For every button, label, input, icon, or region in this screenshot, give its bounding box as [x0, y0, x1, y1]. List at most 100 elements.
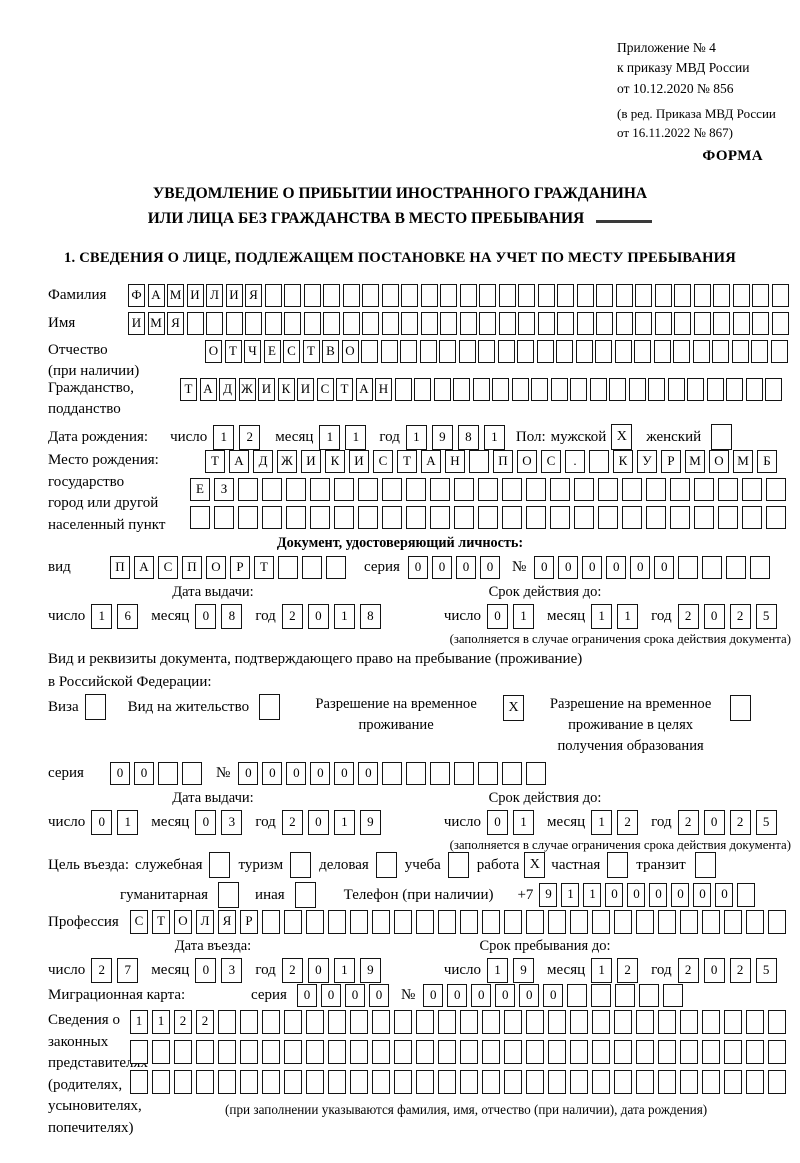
char-cell[interactable]: 0 — [703, 958, 725, 983]
char-cell[interactable] — [482, 1040, 500, 1064]
char-cell[interactable] — [482, 910, 500, 934]
char-cell[interactable] — [557, 284, 574, 307]
char-cell[interactable]: О — [341, 340, 359, 363]
char-cell[interactable] — [548, 1040, 566, 1064]
char-cell[interactable] — [592, 1040, 610, 1064]
char-cell[interactable]: П — [110, 556, 130, 579]
char-cell[interactable] — [460, 910, 478, 934]
char-cell[interactable] — [718, 478, 738, 501]
char-cell[interactable]: С — [541, 450, 561, 473]
char-cell[interactable] — [752, 312, 769, 335]
char-cell[interactable] — [658, 1040, 676, 1064]
purpose-work-checkbox[interactable]: X — [524, 852, 546, 878]
char-cell[interactable] — [286, 506, 306, 529]
char-cell[interactable] — [218, 1040, 236, 1064]
char-cell[interactable]: 0 — [310, 762, 331, 785]
char-cell[interactable]: Е — [263, 340, 281, 363]
char-cell[interactable]: М — [167, 284, 184, 307]
char-cell[interactable]: Р — [661, 450, 681, 473]
char-cell[interactable] — [323, 312, 340, 335]
char-cell[interactable]: 1 — [513, 810, 535, 835]
char-cell[interactable] — [394, 1070, 412, 1094]
char-cell[interactable]: 1 — [591, 958, 613, 983]
char-cell[interactable]: 0 — [195, 604, 217, 629]
char-cell[interactable]: 0 — [134, 762, 154, 785]
char-cell[interactable]: 0 — [703, 810, 725, 835]
char-cell[interactable]: 2 — [729, 604, 751, 629]
char-cell[interactable]: 0 — [487, 604, 509, 629]
char-cell[interactable]: 1 — [130, 1010, 148, 1034]
char-cell[interactable]: 1 — [333, 604, 355, 629]
char-cell[interactable] — [502, 506, 522, 529]
char-cell[interactable]: А — [147, 284, 165, 307]
char-cell[interactable] — [419, 340, 437, 363]
char-cell[interactable] — [416, 1070, 434, 1094]
char-cell[interactable] — [328, 1040, 346, 1064]
char-cell[interactable] — [670, 478, 690, 501]
char-cell[interactable]: О — [517, 450, 537, 473]
char-cell[interactable]: 0 — [307, 958, 329, 983]
char-cell[interactable]: 1 — [117, 810, 139, 835]
char-cell[interactable] — [382, 762, 403, 785]
char-cell[interactable]: 0 — [630, 556, 651, 579]
purpose-business-checkbox[interactable] — [375, 852, 397, 878]
char-cell[interactable]: Т — [336, 378, 353, 401]
char-cell[interactable]: А — [421, 450, 441, 473]
char-cell[interactable] — [768, 1040, 786, 1064]
char-cell[interactable] — [342, 284, 360, 307]
char-cell[interactable] — [750, 556, 771, 579]
char-cell[interactable]: 1 — [561, 883, 580, 907]
char-cell[interactable] — [284, 284, 301, 307]
char-cell[interactable] — [746, 1010, 764, 1034]
char-cell[interactable] — [504, 1070, 522, 1094]
char-cell[interactable] — [284, 1070, 302, 1094]
char-cell[interactable] — [498, 284, 516, 307]
char-cell[interactable] — [502, 478, 522, 501]
char-cell[interactable] — [658, 1010, 676, 1034]
char-cell[interactable]: 2 — [174, 1010, 192, 1034]
char-cell[interactable] — [433, 378, 451, 401]
char-cell[interactable] — [240, 1010, 258, 1034]
char-cell[interactable] — [262, 1070, 280, 1094]
char-cell[interactable] — [460, 1040, 478, 1064]
char-cell[interactable] — [511, 378, 529, 401]
char-cell[interactable] — [498, 312, 516, 335]
char-cell[interactable] — [636, 1070, 654, 1094]
char-cell[interactable] — [454, 478, 474, 501]
char-cell[interactable]: 9 — [359, 810, 381, 835]
char-cell[interactable]: 0 — [715, 883, 734, 907]
char-cell[interactable] — [537, 312, 555, 335]
char-cell[interactable] — [658, 1070, 676, 1094]
char-cell[interactable]: 1 — [91, 604, 113, 629]
char-cell[interactable]: 1 — [345, 424, 367, 450]
char-cell[interactable] — [238, 506, 258, 529]
char-cell[interactable]: О — [206, 556, 226, 579]
char-cell[interactable] — [526, 1010, 544, 1034]
char-cell[interactable]: 6 — [117, 604, 139, 629]
char-cell[interactable]: К — [613, 450, 633, 473]
char-cell[interactable] — [724, 910, 742, 934]
char-cell[interactable] — [768, 1070, 786, 1094]
char-cell[interactable] — [323, 284, 340, 307]
char-cell[interactable]: 2 — [196, 1010, 214, 1034]
char-cell[interactable]: И — [297, 378, 314, 401]
char-cell[interactable] — [687, 378, 704, 401]
char-cell[interactable] — [765, 378, 782, 401]
char-cell[interactable] — [438, 1010, 456, 1034]
char-cell[interactable]: 0 — [195, 810, 217, 835]
char-cell[interactable]: Т — [397, 450, 417, 473]
char-cell[interactable] — [350, 1040, 368, 1064]
residence-card-checkbox[interactable] — [259, 694, 281, 720]
char-cell[interactable] — [713, 312, 730, 335]
char-cell[interactable] — [746, 1040, 764, 1064]
char-cell[interactable] — [420, 312, 438, 335]
char-cell[interactable] — [440, 284, 457, 307]
char-cell[interactable] — [196, 1070, 214, 1094]
char-cell[interactable] — [742, 506, 762, 529]
char-cell[interactable]: 3 — [221, 810, 243, 835]
char-cell[interactable] — [724, 1010, 742, 1034]
sex-male-checkbox[interactable]: X — [611, 424, 633, 450]
char-cell[interactable]: 1 — [513, 604, 535, 629]
char-cell[interactable]: 0 — [110, 762, 130, 785]
char-cell[interactable]: 2 — [281, 958, 303, 983]
